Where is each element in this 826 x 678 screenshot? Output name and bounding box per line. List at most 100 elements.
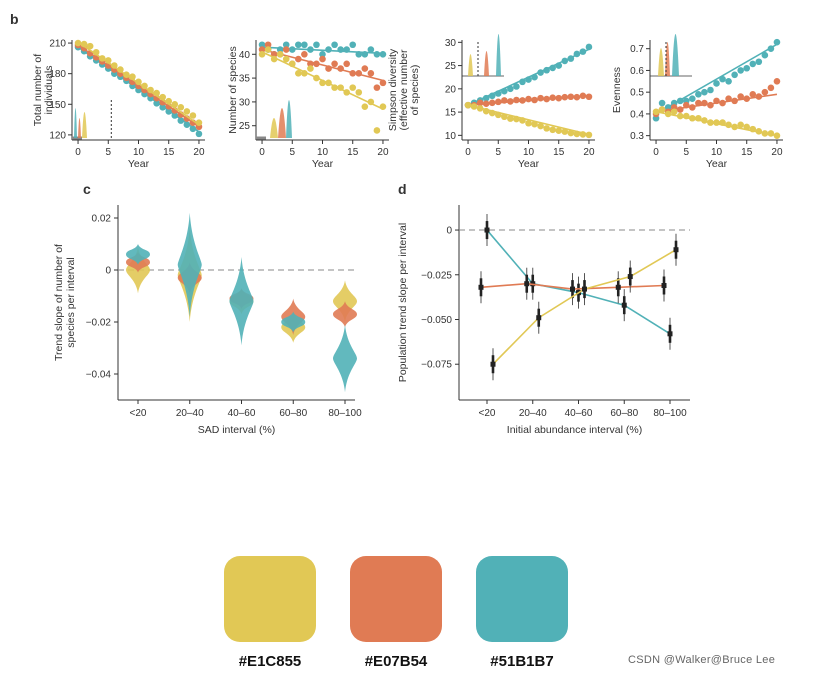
trend-line bbox=[261, 51, 384, 110]
y-tick-label: −0.050 bbox=[421, 315, 452, 326]
inset-peak-yellow bbox=[82, 112, 87, 138]
data-point bbox=[343, 60, 350, 68]
data-point bbox=[585, 131, 593, 139]
x-tick-label: 15 bbox=[347, 147, 359, 158]
data-point bbox=[585, 43, 593, 51]
series-yellow bbox=[652, 106, 781, 139]
data-point bbox=[282, 41, 290, 49]
trend-line bbox=[655, 110, 778, 137]
x-tick-label: 80–100 bbox=[328, 408, 362, 419]
x-tick-label: 5 bbox=[289, 147, 295, 158]
violin bbox=[333, 301, 357, 328]
data-point bbox=[689, 95, 696, 102]
x-tick-label: 15 bbox=[553, 147, 565, 158]
data-point bbox=[749, 91, 757, 98]
violin bbox=[333, 324, 357, 393]
data-point bbox=[761, 88, 769, 96]
y-axis-title: (effective number bbox=[398, 49, 410, 130]
inset-peak-red bbox=[78, 118, 81, 138]
inset-peak-teal bbox=[496, 34, 501, 76]
data-point bbox=[355, 89, 363, 96]
data-point bbox=[743, 64, 751, 72]
mean-marker bbox=[478, 284, 484, 290]
data-point bbox=[147, 86, 154, 94]
y-axis-title: species per interval bbox=[65, 257, 77, 347]
y-tick-label: 0.3 bbox=[630, 131, 644, 142]
data-point bbox=[373, 50, 381, 58]
inset-peak-red bbox=[484, 51, 489, 76]
mean-marker bbox=[524, 281, 530, 287]
inset-peak-yellow bbox=[658, 48, 664, 76]
x-tick-label: 20–40 bbox=[519, 408, 547, 419]
inset-peak-yellow bbox=[468, 54, 473, 76]
trend-line bbox=[655, 93, 778, 113]
series-line bbox=[492, 249, 677, 365]
data-point bbox=[652, 108, 660, 116]
data-point bbox=[86, 42, 94, 50]
data-point bbox=[301, 50, 308, 58]
data-point bbox=[713, 80, 720, 87]
y-axis-title: Evenness bbox=[611, 67, 623, 113]
data-point bbox=[507, 115, 514, 122]
x-tick-label: 40–60 bbox=[228, 408, 256, 419]
panel-b1: 0 5 10 15 20 120 150 180 210 Year Total number of i… bbox=[32, 39, 205, 170]
mean-marker bbox=[673, 247, 679, 253]
panel-b3: 0 5 10 15 20 10 15 20 25 30 Year Simpson diversity(… bbox=[387, 34, 595, 170]
x-tick-label: 10 bbox=[133, 147, 145, 158]
data-point bbox=[701, 88, 708, 96]
series-red bbox=[258, 41, 387, 91]
data-point bbox=[171, 100, 179, 108]
mean-marker bbox=[661, 283, 667, 289]
x-tick-label: 10 bbox=[317, 147, 329, 158]
x-tick-label: 20 bbox=[193, 147, 205, 158]
swatch-yellow bbox=[224, 556, 316, 642]
y-tick-label: 25 bbox=[239, 121, 251, 132]
data-point bbox=[658, 106, 666, 113]
data-point bbox=[737, 121, 744, 129]
data-point bbox=[301, 41, 308, 49]
violin bbox=[177, 212, 202, 317]
data-point bbox=[379, 79, 387, 87]
inset-peak-teal bbox=[74, 108, 77, 138]
y-tick-label: 40 bbox=[239, 50, 251, 61]
data-point bbox=[737, 67, 744, 74]
x-axis-title: Year bbox=[706, 158, 728, 170]
mean-marker bbox=[615, 284, 621, 290]
y-tick-label: 30 bbox=[239, 97, 251, 108]
trend-line bbox=[262, 46, 383, 55]
inset-distribution bbox=[650, 34, 692, 77]
data-point bbox=[585, 93, 593, 101]
data-point bbox=[755, 58, 763, 66]
trend-line bbox=[467, 104, 590, 136]
series-red bbox=[652, 78, 781, 118]
x-tick-label: 5 bbox=[495, 147, 501, 158]
data-point bbox=[74, 39, 82, 47]
mean-marker bbox=[582, 286, 587, 292]
data-point bbox=[561, 128, 569, 135]
series-yellow bbox=[464, 101, 593, 139]
x-tick-label: 20 bbox=[771, 147, 783, 158]
x-tick-label: 40–60 bbox=[565, 408, 593, 419]
panel-b-label: b bbox=[10, 11, 19, 27]
data-point bbox=[331, 60, 338, 68]
mean-marker bbox=[484, 227, 490, 233]
series-red bbox=[74, 41, 203, 131]
data-point bbox=[313, 41, 320, 49]
data-point bbox=[307, 65, 314, 72]
trend-line bbox=[77, 46, 200, 133]
x-tick-label: 10 bbox=[711, 147, 723, 158]
mean-marker bbox=[621, 302, 627, 308]
inset-distribution bbox=[256, 100, 292, 140]
y-tick-label: 10 bbox=[445, 131, 457, 142]
x-tick-label: 15 bbox=[741, 147, 753, 158]
data-point bbox=[177, 104, 185, 111]
trend-line bbox=[467, 95, 590, 106]
data-point bbox=[707, 86, 714, 94]
data-point bbox=[513, 83, 520, 90]
x-tick-label: 20–40 bbox=[176, 408, 204, 419]
violin bbox=[281, 311, 306, 333]
y-tick-label: 0 bbox=[446, 226, 452, 237]
data-point bbox=[282, 46, 290, 53]
data-point bbox=[276, 50, 284, 58]
y-axis-title: Population trend slope per interval bbox=[397, 223, 409, 382]
